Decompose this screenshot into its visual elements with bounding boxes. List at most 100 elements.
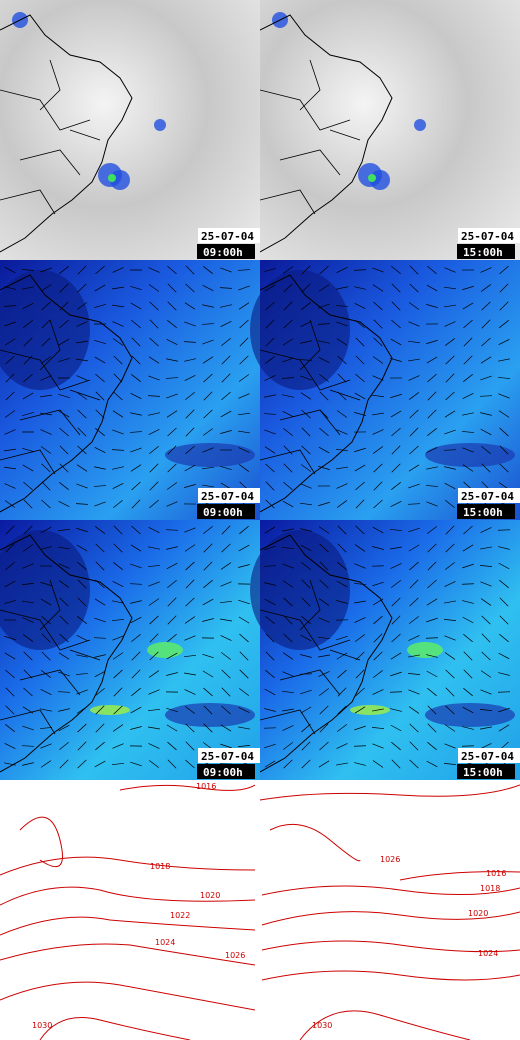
precip-blob (370, 170, 390, 190)
wind-arrow (22, 634, 34, 642)
wind-arrow (444, 267, 456, 273)
time-box (457, 244, 515, 259)
low-wind-area (250, 270, 350, 390)
wind-arrow (58, 528, 70, 532)
wind-arrow (427, 409, 437, 419)
time-label: 09:00h (203, 506, 243, 519)
wind-arrow (40, 446, 52, 454)
wind-arrow (77, 579, 87, 589)
wind-arrow (409, 409, 419, 419)
wind-arrow (167, 579, 177, 589)
wind-arrow (264, 582, 276, 586)
wind-arrow (318, 446, 330, 454)
wind-arrow (184, 706, 196, 714)
wind-arrow (238, 564, 250, 568)
wind-arrow (318, 340, 330, 344)
wind-arrow (300, 392, 312, 400)
wind-arrow (498, 546, 510, 550)
wind-arrow (184, 484, 196, 488)
isobar-label: 1030 (312, 1021, 332, 1030)
wind-arrow (77, 409, 87, 419)
wind-arrow (373, 670, 383, 678)
wind-arrow (443, 619, 457, 621)
wind-arrow (5, 355, 15, 365)
wind-arrow (426, 670, 438, 678)
wind-arrow (113, 543, 123, 553)
wind-arrow (391, 463, 401, 473)
wind-arrow (426, 598, 438, 606)
wind-arrow (282, 742, 294, 750)
wind-arrow (444, 600, 456, 604)
wind-arrow (283, 633, 293, 643)
isobar-label: 1016 (486, 869, 506, 878)
wind-arrow (443, 763, 457, 765)
wind-arrow (95, 561, 105, 571)
wind-arrow (337, 525, 347, 535)
wind-arrow (185, 265, 195, 275)
wind-arrow (203, 579, 213, 589)
wind-arrow (408, 464, 420, 472)
wind-arrow (336, 321, 348, 327)
wind-arrow (319, 579, 329, 589)
wind-arrow (354, 286, 366, 290)
wind-arrow (264, 545, 276, 551)
wind-arrow (95, 428, 105, 436)
wind-arrow (221, 705, 231, 715)
wind-arrow (41, 499, 51, 509)
wind-arrow (77, 265, 87, 275)
wind-arrow (95, 543, 105, 553)
wind-arrow (220, 267, 232, 273)
wind-arrow (318, 671, 330, 677)
wind-arrow (355, 525, 365, 535)
precip-blob (414, 119, 426, 131)
wind-arrow (130, 726, 142, 730)
wind-arrow (221, 391, 231, 401)
wind-arrow (355, 669, 365, 679)
wind-arrow (165, 529, 179, 531)
map-panel: 25-07-04 09:00h (0, 260, 260, 520)
low-wind-area (425, 703, 515, 727)
low-wind-area (425, 443, 515, 467)
wind-arrow (23, 337, 33, 347)
wind-arrow (354, 563, 366, 569)
wind-arrow (185, 741, 195, 751)
wind-arrow (221, 373, 231, 383)
precip-core (108, 174, 116, 182)
wind-arrow (480, 284, 492, 292)
wind-arrow (336, 448, 348, 452)
wind-arrow (498, 410, 510, 418)
wind-arrow (480, 581, 492, 587)
wind-arrow (499, 301, 509, 311)
wind-arrow (355, 373, 365, 383)
wind-arrow (76, 321, 88, 327)
wind-arrow (390, 580, 402, 588)
wind-arrow (59, 741, 69, 751)
wind-arrow (336, 338, 348, 346)
wind-arrow (167, 741, 177, 751)
wind-arrow (283, 463, 293, 473)
wind-arrow (94, 670, 106, 678)
wind-arrow (184, 321, 196, 327)
wind-arrow (391, 597, 401, 607)
wind-arrow (426, 466, 438, 470)
wind-arrow (264, 760, 276, 768)
wind-arrow (111, 449, 125, 451)
wind-arrow (282, 563, 294, 569)
wind-arrow (22, 582, 34, 586)
wind-arrow (300, 483, 312, 489)
wind-arrow (281, 377, 295, 379)
wind-arrow (264, 526, 276, 534)
wind-arrow (41, 337, 51, 347)
wind-arrow (94, 654, 106, 658)
wind-arrow (202, 356, 214, 364)
wind-arrow (166, 482, 178, 490)
wind-arrow (499, 427, 509, 437)
wind-arrow (319, 561, 329, 571)
wind-arrow (166, 672, 178, 676)
wind-arrow (113, 669, 123, 679)
wind-arrow (427, 741, 437, 751)
wind-arrow (5, 391, 15, 401)
wind-arrow (480, 412, 492, 416)
wind-arrow (130, 616, 142, 624)
wind-arrow (147, 395, 161, 397)
